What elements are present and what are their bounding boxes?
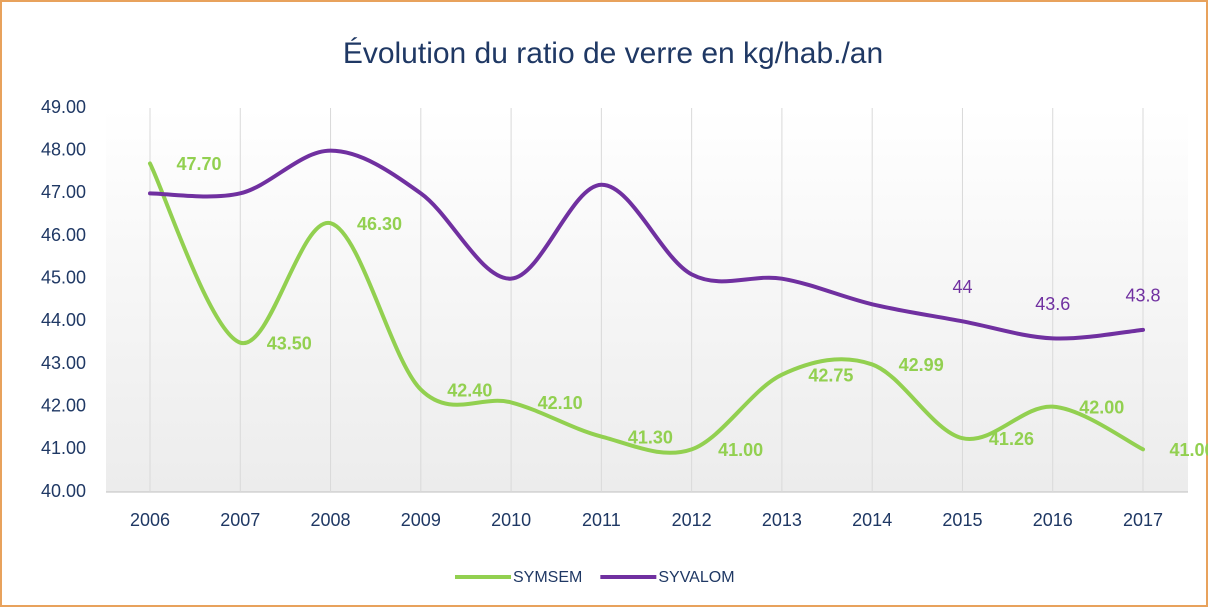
- x-tick-label: 2011: [582, 510, 621, 530]
- series-line: [148, 161, 1145, 455]
- data-label: 41.30: [628, 427, 673, 447]
- y-tick-label: 46.00: [41, 225, 86, 245]
- y-tick-label: 42.00: [41, 395, 86, 415]
- data-label: 42.99: [899, 355, 944, 375]
- y-tick-label: 45.00: [41, 267, 86, 287]
- y-tick-label: 41.00: [41, 438, 86, 458]
- legend-label: SYMSEM: [513, 569, 582, 586]
- x-tick-label: 2006: [130, 510, 170, 530]
- data-label: 46.30: [357, 214, 402, 234]
- x-tick-label: 2010: [491, 510, 531, 530]
- y-tick-label: 49.00: [41, 97, 86, 117]
- data-label: 43.50: [267, 333, 312, 353]
- y-tick-label: 40.00: [41, 481, 86, 501]
- series-line: [148, 148, 1145, 341]
- data-label: 42.75: [808, 365, 853, 385]
- x-tick-label: 2012: [672, 510, 712, 530]
- x-tick-label: 2014: [852, 510, 892, 530]
- data-label: 43.6: [1035, 294, 1070, 314]
- data-label: 41.00: [1169, 440, 1208, 460]
- x-tick-label: 2017: [1123, 510, 1163, 530]
- data-label: 41.26: [989, 429, 1034, 449]
- data-label: 44: [952, 277, 972, 297]
- data-label: 41.00: [718, 440, 763, 460]
- y-tick-label: 44.00: [41, 310, 86, 330]
- data-label: 42.40: [447, 380, 492, 400]
- y-tick-label: 43.00: [41, 353, 86, 373]
- data-label: 43.8: [1125, 286, 1160, 306]
- plot-area: [106, 108, 1188, 492]
- x-tick-label: 2016: [1033, 510, 1073, 530]
- y-tick-label: 48.00: [41, 139, 86, 159]
- data-label: 42.10: [538, 393, 583, 413]
- legend-label: SYVALOM: [658, 569, 734, 586]
- data-label: 47.70: [176, 154, 221, 174]
- x-tick-label: 2013: [762, 510, 802, 530]
- x-tick-label: 2009: [401, 510, 441, 530]
- y-tick-label: 47.00: [41, 182, 86, 202]
- chart-title: Évolution du ratio de verre en kg/hab./a…: [343, 37, 883, 70]
- data-label: 42.00: [1079, 397, 1124, 417]
- x-tick-label: 2015: [942, 510, 982, 530]
- x-tick-label: 2007: [220, 510, 260, 530]
- x-tick-label: 2008: [311, 510, 351, 530]
